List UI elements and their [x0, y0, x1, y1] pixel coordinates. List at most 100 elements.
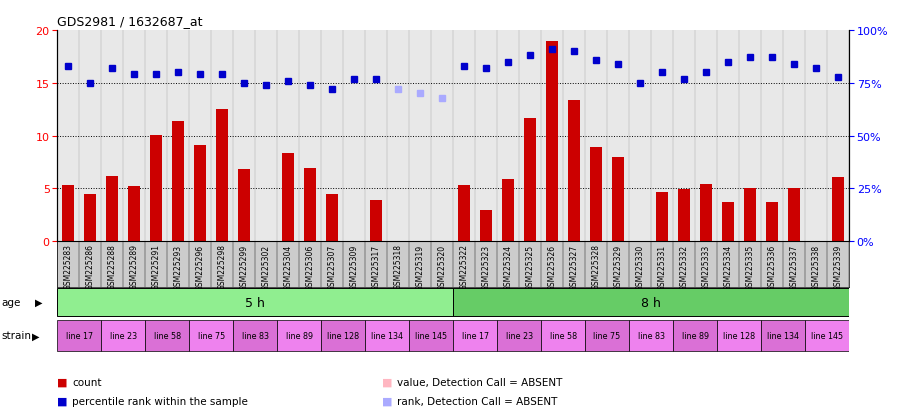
Text: GSM225304: GSM225304	[284, 244, 293, 290]
Text: GSM225299: GSM225299	[239, 244, 248, 290]
Bar	[57, 289, 453, 316]
Text: GSM225319: GSM225319	[416, 244, 425, 290]
Bar	[656, 192, 668, 242]
Text: line 128: line 128	[328, 331, 359, 340]
Bar	[410, 320, 453, 351]
Text: line 17: line 17	[66, 331, 93, 340]
Bar	[788, 189, 800, 242]
Bar	[766, 203, 778, 242]
Bar	[805, 320, 849, 351]
Text: GSM225298: GSM225298	[217, 244, 227, 290]
Text: GSM225339: GSM225339	[834, 244, 843, 290]
Bar	[194, 146, 207, 242]
Text: GSM225291: GSM225291	[152, 244, 161, 290]
Text: line 75: line 75	[593, 331, 621, 340]
Text: line 134: line 134	[371, 331, 403, 340]
Bar	[678, 190, 690, 242]
Bar	[233, 320, 278, 351]
Bar	[304, 169, 317, 242]
Bar	[590, 148, 602, 242]
Bar	[832, 177, 844, 242]
Bar	[326, 194, 339, 242]
Text: GSM225306: GSM225306	[306, 244, 315, 290]
Bar	[453, 289, 849, 316]
Text: line 89: line 89	[682, 331, 709, 340]
Text: line 83: line 83	[638, 331, 664, 340]
Text: GSM225322: GSM225322	[460, 244, 469, 290]
Text: GSM225320: GSM225320	[438, 244, 447, 290]
Text: ▶: ▶	[32, 330, 39, 341]
Bar	[370, 201, 382, 242]
Bar	[106, 176, 118, 242]
Text: ■: ■	[57, 396, 68, 406]
Text: GSM225296: GSM225296	[196, 244, 205, 290]
Bar	[128, 187, 140, 242]
Text: value, Detection Call = ABSENT: value, Detection Call = ABSENT	[397, 377, 562, 387]
Text: GSM225289: GSM225289	[130, 244, 139, 290]
Text: line 89: line 89	[286, 331, 313, 340]
Bar	[85, 194, 96, 242]
Text: GDS2981 / 1632687_at: GDS2981 / 1632687_at	[57, 15, 203, 28]
Text: line 58: line 58	[550, 331, 577, 340]
Bar	[282, 153, 294, 242]
Bar	[453, 320, 497, 351]
Bar	[568, 100, 581, 242]
Text: line 58: line 58	[154, 331, 181, 340]
Bar	[172, 121, 185, 242]
Text: ■: ■	[382, 377, 393, 387]
Bar	[717, 320, 761, 351]
Text: GSM225325: GSM225325	[526, 244, 535, 290]
Text: 8 h: 8 h	[642, 296, 661, 309]
Text: GSM225338: GSM225338	[812, 244, 821, 290]
Text: GSM225337: GSM225337	[790, 244, 799, 290]
Text: GSM225331: GSM225331	[658, 244, 667, 290]
Text: GSM225329: GSM225329	[613, 244, 622, 290]
Text: line 75: line 75	[197, 331, 225, 340]
Text: age: age	[2, 297, 21, 308]
Text: GSM225302: GSM225302	[262, 244, 271, 290]
Text: line 23: line 23	[506, 331, 532, 340]
Text: GSM225334: GSM225334	[723, 244, 733, 290]
Bar	[101, 320, 146, 351]
Text: line 17: line 17	[461, 331, 489, 340]
Text: GSM225335: GSM225335	[745, 244, 754, 290]
Bar	[524, 119, 536, 242]
Bar	[744, 189, 756, 242]
Text: GSM225286: GSM225286	[86, 244, 95, 290]
Text: GSM225326: GSM225326	[548, 244, 557, 290]
Bar	[365, 320, 410, 351]
Bar	[278, 320, 321, 351]
Text: GSM225307: GSM225307	[328, 244, 337, 290]
Text: line 83: line 83	[242, 331, 268, 340]
Bar	[321, 320, 365, 351]
Text: ▶: ▶	[35, 297, 42, 308]
Bar	[629, 320, 673, 351]
Bar	[497, 320, 541, 351]
Text: GSM225318: GSM225318	[394, 244, 403, 290]
Text: line 134: line 134	[767, 331, 799, 340]
Text: percentile rank within the sample: percentile rank within the sample	[72, 396, 248, 406]
Bar	[480, 210, 492, 242]
Bar	[673, 320, 717, 351]
Text: GSM225309: GSM225309	[349, 244, 359, 290]
Text: GSM225293: GSM225293	[174, 244, 183, 290]
Bar	[585, 320, 629, 351]
Bar	[189, 320, 233, 351]
Text: count: count	[72, 377, 101, 387]
Bar	[62, 186, 75, 242]
Text: GSM225324: GSM225324	[503, 244, 512, 290]
Bar	[612, 157, 624, 242]
Text: GSM225336: GSM225336	[767, 244, 776, 290]
Text: GSM225332: GSM225332	[680, 244, 689, 290]
Bar	[700, 185, 713, 242]
Bar	[541, 320, 585, 351]
Text: ■: ■	[57, 377, 68, 387]
Text: line 145: line 145	[811, 331, 843, 340]
Text: line 23: line 23	[110, 331, 136, 340]
Text: GSM225328: GSM225328	[592, 244, 601, 290]
Bar	[722, 203, 734, 242]
Text: ■: ■	[382, 396, 393, 406]
Text: GSM225323: GSM225323	[481, 244, 490, 290]
Text: strain: strain	[2, 330, 32, 341]
Text: GSM225288: GSM225288	[107, 244, 116, 290]
